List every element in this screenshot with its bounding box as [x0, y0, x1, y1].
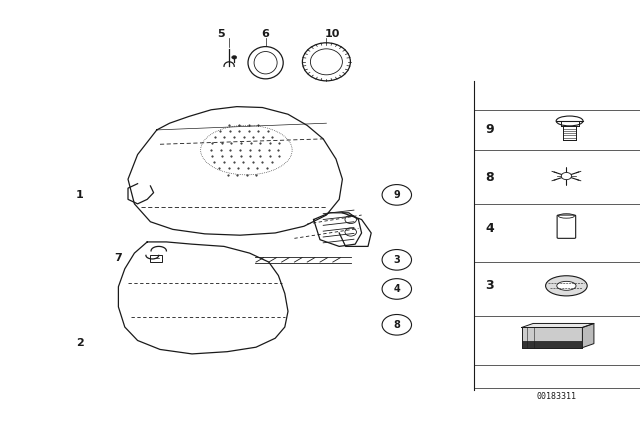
Text: 1: 1 [76, 190, 84, 200]
Circle shape [382, 250, 412, 270]
Text: 6: 6 [262, 29, 269, 39]
Ellipse shape [556, 116, 583, 126]
Text: 2: 2 [76, 338, 84, 348]
Text: 4: 4 [394, 284, 400, 294]
Circle shape [561, 172, 572, 180]
Polygon shape [522, 323, 594, 327]
Text: 9: 9 [394, 190, 400, 200]
Polygon shape [582, 323, 594, 348]
Text: 8: 8 [394, 320, 400, 330]
Text: 3: 3 [485, 279, 494, 293]
Text: 8: 8 [485, 171, 494, 185]
Circle shape [382, 314, 412, 335]
Circle shape [232, 56, 237, 59]
Circle shape [382, 185, 412, 205]
Text: 10: 10 [325, 29, 340, 39]
Text: 9: 9 [485, 123, 494, 137]
Text: 4: 4 [485, 222, 494, 235]
Ellipse shape [557, 281, 576, 290]
Ellipse shape [545, 276, 588, 296]
FancyBboxPatch shape [522, 327, 582, 348]
Text: 3: 3 [394, 255, 400, 265]
Text: 7: 7 [115, 253, 122, 263]
FancyBboxPatch shape [522, 340, 582, 348]
Text: 5: 5 [217, 29, 225, 39]
Text: 00183311: 00183311 [537, 392, 577, 401]
Circle shape [382, 279, 412, 299]
